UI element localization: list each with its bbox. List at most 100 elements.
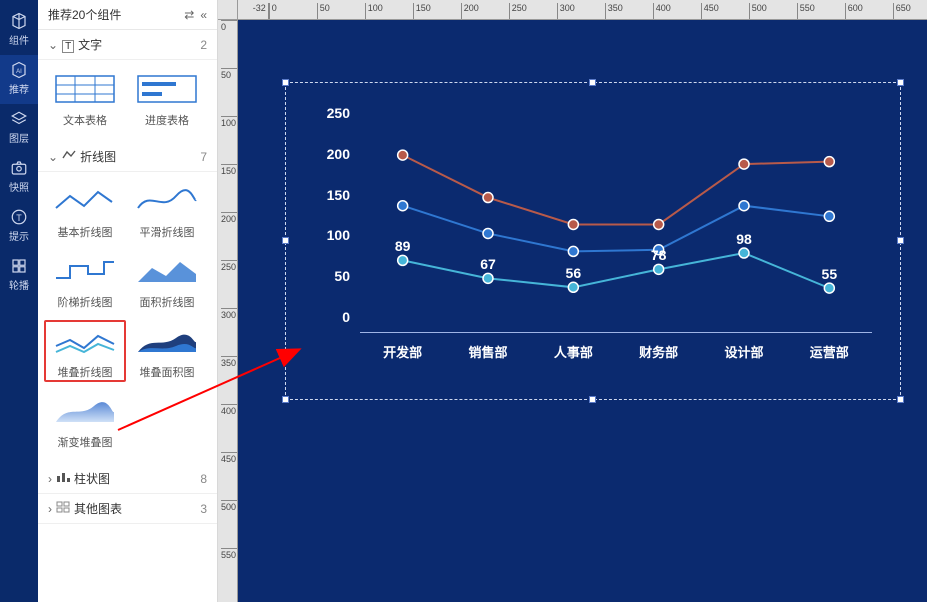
group-icon [56,471,70,486]
resize-handle-w[interactable] [282,237,289,244]
chart-y-axis: 050100150200250 [304,129,356,333]
tile-thumb [132,252,202,290]
chart-series-marker [739,248,749,258]
tile-label: 平滑折线图 [128,224,206,240]
canvas[interactable]: 050100150200250 896756789855 开发部销售部人事部财务… [238,20,927,602]
x-tick-label: 设计部 [701,342,786,366]
tile-label: 堆叠折线图 [46,364,124,380]
y-tick-label: 150 [327,187,350,203]
rail-item-轮播[interactable]: 轮播 [0,251,38,300]
tile-label: 面积折线图 [128,294,206,310]
component-tile-area-stack[interactable]: 堆叠面积图 [126,320,208,382]
design-stage: -320501001502002503003504004505005506006… [218,0,927,602]
svg-text:AI: AI [16,69,22,75]
tile-label: 渐变堆叠图 [46,434,124,450]
chart-series-marker [398,255,408,265]
rail-item-推荐[interactable]: AI推荐 [0,55,38,104]
resize-handle-s[interactable] [589,396,596,403]
chart-series-marker [568,219,578,229]
component-tile-area-grad[interactable]: 渐变堆叠图 [44,390,126,452]
resize-handle-nw[interactable] [282,79,289,86]
x-tick-label: 运营部 [787,342,872,366]
chart-series-line [403,206,830,252]
chart-series-marker [568,246,578,256]
resize-handle-ne[interactable] [897,79,904,86]
x-tick-label: 开发部 [360,342,445,366]
component-tile-progress-table[interactable]: 进度表格 [126,68,208,130]
chart-series-marker [824,157,834,167]
group-header-other[interactable]: › 其他图表 3 [38,494,217,524]
stacked-line-chart[interactable]: 050100150200250 896756789855 开发部销售部人事部财务… [304,101,882,381]
chart-point-label: 67 [480,256,496,272]
rail-item-快照[interactable]: 快照 [0,153,38,202]
y-tick-label: 250 [327,105,350,121]
resize-handle-n[interactable] [589,79,596,86]
chart-series-marker [739,201,749,211]
group-header-bar[interactable]: › 柱状图 8 [38,464,217,494]
chart-point-label: 89 [395,238,411,254]
chart-series-line [403,155,830,224]
tile-thumb [50,182,120,220]
component-tile-line-step[interactable]: 阶梯折线图 [44,250,126,312]
group-count: 8 [200,472,207,486]
x-tick-label: 人事部 [531,342,616,366]
tile-thumb [132,70,202,108]
component-tile-line-basic[interactable]: 基本折线图 [44,180,126,242]
tile-label: 阶梯折线图 [46,294,124,310]
chart-series-marker [483,273,493,283]
y-tick-label: 0 [342,309,350,325]
chart-x-labels: 开发部销售部人事部财务部设计部运营部 [360,342,872,366]
chart-plot-area: 896756789855 [360,129,872,333]
panel-title: 推荐20个组件 [48,6,178,23]
tile-thumb [50,392,120,430]
group-label: 折线图 [80,148,116,165]
y-tick-label: 100 [327,227,350,243]
chart-series-marker [483,193,493,203]
rail-item-组件[interactable]: 组件 [0,6,38,55]
tile-label: 堆叠面积图 [128,364,206,380]
chart-series-marker [398,201,408,211]
component-tile-line-smooth[interactable]: 平滑折线图 [126,180,208,242]
y-tick-label: 50 [334,268,350,284]
component-tile-text-table[interactable]: 文本表格 [44,68,126,130]
tile-label: 基本折线图 [46,224,124,240]
group-count: 7 [200,150,207,164]
swap-icon[interactable]: ⇄ [184,8,194,22]
chart-series-marker [824,211,834,221]
group-icon: T [62,38,74,52]
y-tick-label: 200 [327,146,350,162]
chart-series-marker [654,219,664,229]
rail-item-图层[interactable]: 图层 [0,104,38,153]
chart-point-label: 78 [651,247,667,263]
chart-series-svg [360,129,872,333]
chart-series-marker [568,282,578,292]
resize-handle-e[interactable] [897,237,904,244]
resize-handle-sw[interactable] [282,396,289,403]
group-tiles-text: 文本表格 进度表格 [38,60,217,142]
collapse-icon[interactable]: « [200,8,207,22]
panel-header: 推荐20个组件 ⇄ « [38,0,217,30]
component-tile-line-stack[interactable]: 堆叠折线图 [44,320,126,382]
rail-item-提示[interactable]: T提示 [0,202,38,251]
selection-box[interactable]: 050100150200250 896756789855 开发部销售部人事部财务… [285,82,901,400]
group-header-text[interactable]: ⌄ T 文字 2 [38,30,217,60]
ruler-horizontal[interactable]: -320501001502002503003504004505005506006… [238,0,927,20]
tile-label: 文本表格 [46,112,124,128]
group-header-line[interactable]: ⌄ 折线图 7 [38,142,217,172]
tile-thumb [132,322,202,360]
group-label: 柱状图 [74,470,110,487]
ruler-corner [218,0,238,20]
component-tile-line-area[interactable]: 面积折线图 [126,250,208,312]
ruler-vertical[interactable]: 050100150200250300350400450500550 [218,20,238,602]
group-icon [56,501,70,516]
chevron-down-icon: ⌄ [48,38,58,52]
left-rail: 组件AI推荐图层快照T提示轮播 [0,0,38,602]
svg-text:T: T [16,213,22,223]
chart-series-line [403,253,830,288]
group-count: 2 [200,38,207,52]
resize-handle-se[interactable] [897,396,904,403]
chart-series-marker [398,150,408,160]
chevron-right-icon: › [48,502,52,516]
chart-series-marker [654,264,664,274]
chart-series-marker [483,228,493,238]
